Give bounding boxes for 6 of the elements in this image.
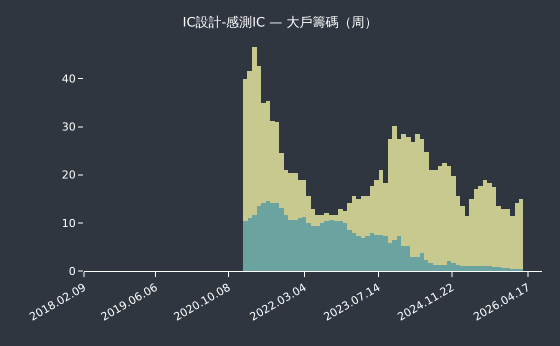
y-tick-label: 20 — [62, 168, 76, 182]
y-tick-label: 30 — [62, 120, 76, 134]
y-tick-label: 40 — [62, 72, 76, 86]
y-tick-label: 10 — [62, 216, 76, 230]
y-tick-label: 0 — [68, 264, 76, 278]
chart-title: IC設計-感測IC — 大戶籌碼（周） — [182, 15, 378, 30]
